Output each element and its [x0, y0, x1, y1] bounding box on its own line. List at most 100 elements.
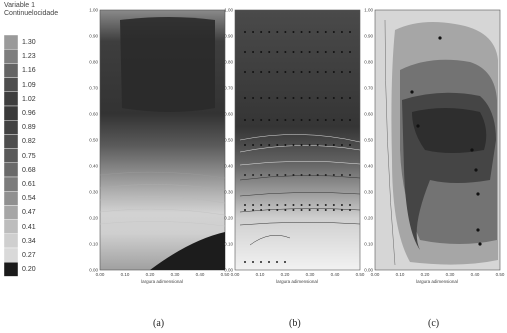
legend-label: 0.82: [22, 138, 36, 146]
measurement-point: [470, 148, 474, 152]
y-tick-label: 0.00: [224, 268, 233, 273]
panel-b-field: [234, 9, 361, 271]
panel-b-contour: [239, 221, 361, 226]
measurement-point: [340, 204, 343, 206]
measurement-point: [252, 119, 255, 121]
measurement-point: [252, 209, 255, 211]
panel-b-contour: [239, 145, 361, 153]
y-tick-label: 0.80: [89, 60, 98, 65]
caption-c: (c): [428, 318, 440, 329]
measurement-point: [276, 51, 279, 53]
measurement-point: [284, 71, 287, 73]
y-tick-label: 0.90: [89, 34, 98, 39]
measurement-point: [308, 71, 311, 73]
measurement-point: [252, 51, 255, 53]
measurement-point: [276, 119, 279, 121]
measurement-point: [316, 97, 319, 99]
measurement-point: [340, 119, 343, 121]
measurement-point: [276, 204, 279, 206]
caption-b: (b): [289, 318, 301, 329]
measurement-point: [276, 261, 278, 263]
y-tick-label: 0.00: [89, 268, 98, 273]
measurement-point: [308, 51, 311, 53]
measurement-point: [340, 144, 343, 146]
y-tick-label: 0.20: [89, 216, 98, 221]
measurement-point: [300, 119, 303, 121]
measurement-point: [349, 174, 351, 176]
y-tick-label: 0.90: [364, 34, 373, 39]
measurement-point: [252, 261, 254, 263]
legend-label: 0.61: [22, 181, 36, 188]
measurement-point: [284, 31, 287, 33]
measurement-point: [324, 97, 327, 99]
measurement-point: [268, 174, 271, 176]
measurement-point: [268, 97, 271, 99]
measurement-point: [410, 90, 414, 94]
panel-c: 0.00 0.10 0.20 0.30 0.40 0.50 0.60 0.70 0.80 0.90…: [364, 8, 505, 278]
measurement-point: [244, 209, 246, 211]
legend-label: 0.20: [22, 266, 36, 274]
measurement-point: [324, 71, 327, 73]
x-tick-label: 0.50: [496, 272, 505, 277]
x-tick-label: 0.20: [146, 272, 155, 277]
x-tick-label: 0.20: [281, 272, 290, 277]
measurement-point: [340, 51, 343, 53]
measurement-point: [316, 144, 319, 146]
measurement-point: [244, 71, 246, 73]
measurement-point: [252, 174, 255, 176]
measurement-point: [292, 71, 295, 73]
x-tick-label: 0.10: [256, 272, 265, 277]
legend-swatch: [3, 219, 19, 235]
y-tick-label: 0.20: [224, 216, 233, 221]
measurement-point: [332, 204, 335, 206]
measurement-point: [332, 119, 335, 121]
x-tick-label: 0.30: [306, 272, 315, 277]
measurement-point: [260, 97, 263, 99]
measurement-point: [349, 71, 351, 73]
measurement-point: [300, 31, 303, 33]
y-tick-label: 0.80: [364, 60, 373, 65]
measurement-point: [284, 209, 287, 211]
measurement-point: [260, 261, 262, 263]
legend-swatch: [3, 148, 19, 164]
measurement-point: [268, 51, 271, 53]
measurement-point: [476, 192, 480, 196]
measurement-point: [316, 174, 319, 176]
measurement-point: [332, 71, 335, 73]
y-tick-label: 0.20: [364, 216, 373, 221]
x-tick-label: 0.20: [421, 272, 430, 277]
panel-a-xlabel: largura adimensional: [141, 279, 183, 284]
panel-a-dark-region: [120, 17, 215, 112]
panel-a-contour: [99, 196, 226, 204]
measurement-point: [340, 97, 343, 99]
measurement-point: [340, 209, 343, 211]
y-tick-label: 0.70: [224, 86, 233, 91]
panel-a-contour: [99, 171, 226, 179]
measurement-point: [478, 242, 482, 246]
y-tick-label: 0.60: [224, 112, 233, 117]
measurement-point: [292, 204, 295, 206]
legend-swatch: [3, 162, 19, 178]
measurement-point: [252, 71, 255, 73]
measurement-point: [349, 31, 351, 33]
measurement-point: [300, 71, 303, 73]
measurement-point: [316, 71, 319, 73]
x-tick-label: 0.00: [96, 272, 105, 277]
measurement-point: [308, 97, 311, 99]
legend-label: 1.09: [22, 81, 36, 89]
legend-swatch: [3, 176, 19, 192]
measurement-point: [332, 144, 335, 146]
measurement-point: [244, 119, 246, 121]
measurement-point: [244, 97, 246, 99]
measurement-point: [284, 174, 287, 176]
measurement-point: [284, 51, 287, 53]
legend-swatch: [3, 190, 19, 206]
legend-label: 0.96: [22, 110, 36, 117]
measurement-point: [308, 209, 311, 211]
x-tick-label: 0.50: [356, 272, 365, 277]
measurement-point: [252, 144, 255, 146]
y-tick-label: 0.30: [89, 190, 98, 195]
measurement-point: [284, 119, 287, 121]
y-tick-label: 0.50: [89, 138, 98, 143]
y-tick-label: 1.00: [89, 8, 98, 13]
